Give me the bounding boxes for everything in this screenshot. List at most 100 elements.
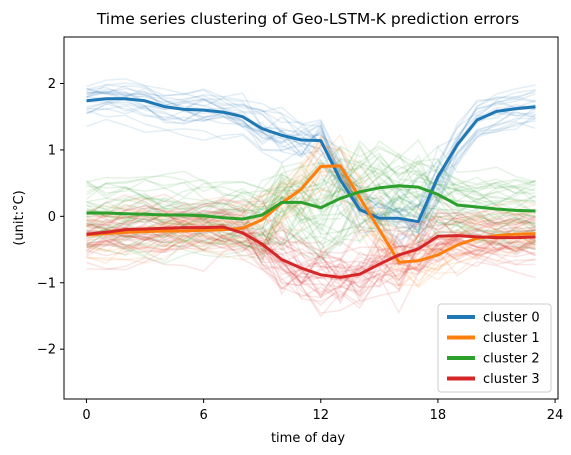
individual-error-line — [86, 210, 536, 262]
individual-error-line — [86, 206, 536, 279]
individual-error-line — [86, 145, 536, 200]
individual-error-line — [86, 174, 536, 278]
individual-error-line — [86, 226, 536, 302]
individual-error-line — [86, 205, 536, 286]
individual-error-line — [86, 204, 536, 290]
individual-error-line — [86, 98, 536, 251]
individual-error-line — [86, 199, 536, 282]
individual-error-line — [86, 140, 536, 214]
individual-error-line — [86, 177, 536, 236]
y-axis-title: (unit:°C) — [12, 190, 27, 245]
individual-error-line — [86, 194, 536, 247]
individual-error-line — [86, 162, 536, 233]
legend-box — [437, 303, 552, 393]
individual-error-line — [86, 170, 536, 281]
individual-error-line — [86, 109, 536, 239]
individual-error-line — [86, 117, 536, 248]
individual-error-line — [86, 195, 536, 254]
individual-error-line — [86, 194, 536, 286]
individual-error-line — [86, 234, 536, 291]
individual-error-line — [86, 225, 536, 303]
individual-error-line — [86, 161, 536, 224]
legend: cluster 0 cluster 1 cluster 2 cluster 3 — [437, 303, 552, 393]
individual-error-line — [86, 162, 536, 267]
y-tick-label: −2 — [37, 343, 56, 358]
individual-error-line — [86, 103, 536, 229]
x-axis-title: time of day — [271, 431, 345, 446]
individual-error-line — [86, 140, 536, 203]
individual-error-line — [86, 164, 536, 255]
individual-error-line — [86, 230, 536, 299]
individual-error-line — [86, 133, 536, 262]
x-tick-label: 6 — [199, 408, 207, 423]
individual-error-line — [86, 181, 536, 264]
individual-error-line — [86, 144, 536, 257]
legend-label: cluster 2 — [483, 352, 540, 367]
individual-error-line — [86, 231, 536, 300]
individual-error-line — [86, 185, 536, 262]
individual-error-line — [86, 84, 536, 219]
individual-error-line — [86, 183, 536, 253]
plot-frame — [63, 36, 559, 400]
legend-label: cluster 0 — [483, 311, 540, 326]
y-tick-label: 1 — [48, 143, 56, 158]
individual-error-line — [86, 78, 536, 209]
individual-error-line — [86, 147, 536, 216]
cluster-centroid-lines — [86, 97, 536, 279]
individual-error-line — [86, 138, 536, 212]
chart-title: Time series clustering of Geo-LSTM-K pre… — [96, 10, 519, 28]
individual-error-line — [86, 87, 536, 233]
individual-error-line — [86, 237, 536, 306]
individual-error-line — [86, 224, 536, 296]
individual-error-line — [86, 179, 536, 288]
individual-error-line — [86, 92, 536, 226]
individual-error-line — [86, 143, 536, 264]
individual-error-line — [86, 169, 536, 289]
individual-error-line — [86, 198, 536, 259]
cluster-line — [86, 97, 536, 224]
individual-error-line — [86, 203, 536, 268]
individual-error-line — [86, 228, 536, 295]
x-tick-label: 0 — [82, 408, 90, 423]
individual-error-line — [86, 99, 536, 218]
individual-error-line — [86, 232, 536, 306]
individual-error-line — [86, 87, 536, 217]
individual-error-line — [86, 165, 536, 283]
individual-error-line — [86, 205, 536, 262]
individual-error-line — [86, 143, 536, 229]
individual-error-line — [86, 231, 536, 296]
x-tick-label: 18 — [430, 408, 447, 423]
individual-error-line — [86, 183, 536, 255]
y-tick-label: 0 — [48, 210, 56, 225]
cluster-line — [86, 164, 536, 264]
cluster-line — [86, 184, 536, 221]
x-tick-label: 24 — [547, 408, 564, 423]
cluster-line — [86, 225, 536, 279]
individual-error-line — [86, 226, 536, 298]
individual-error-line — [86, 195, 536, 275]
individual-error-line — [86, 210, 536, 279]
individual-error-line — [86, 179, 536, 235]
individual-error-line — [86, 171, 536, 246]
individual-error-line — [86, 174, 536, 246]
individual-error-line — [86, 198, 536, 262]
individual-error-line — [86, 145, 536, 266]
individual-error-line — [86, 230, 536, 288]
individual-error-line — [86, 226, 536, 285]
individual-error-line — [86, 83, 536, 210]
individual-error-line — [86, 215, 536, 293]
x-tick-label: 12 — [312, 408, 329, 423]
individual-error-line — [86, 87, 536, 218]
x-axis: 0 6 12 18 24 — [82, 399, 563, 423]
individual-error-line — [86, 159, 536, 218]
individual-error-line — [86, 193, 536, 280]
y-axis: −2 −1 0 1 2 — [37, 77, 64, 358]
individual-error-line — [86, 101, 536, 229]
legend-label: cluster 3 — [483, 372, 540, 387]
individual-error-line — [86, 90, 536, 226]
individual-error-line — [86, 185, 536, 236]
individual-error-line — [86, 143, 536, 259]
individual-error-line — [86, 145, 536, 211]
individual-error-line — [86, 247, 536, 318]
